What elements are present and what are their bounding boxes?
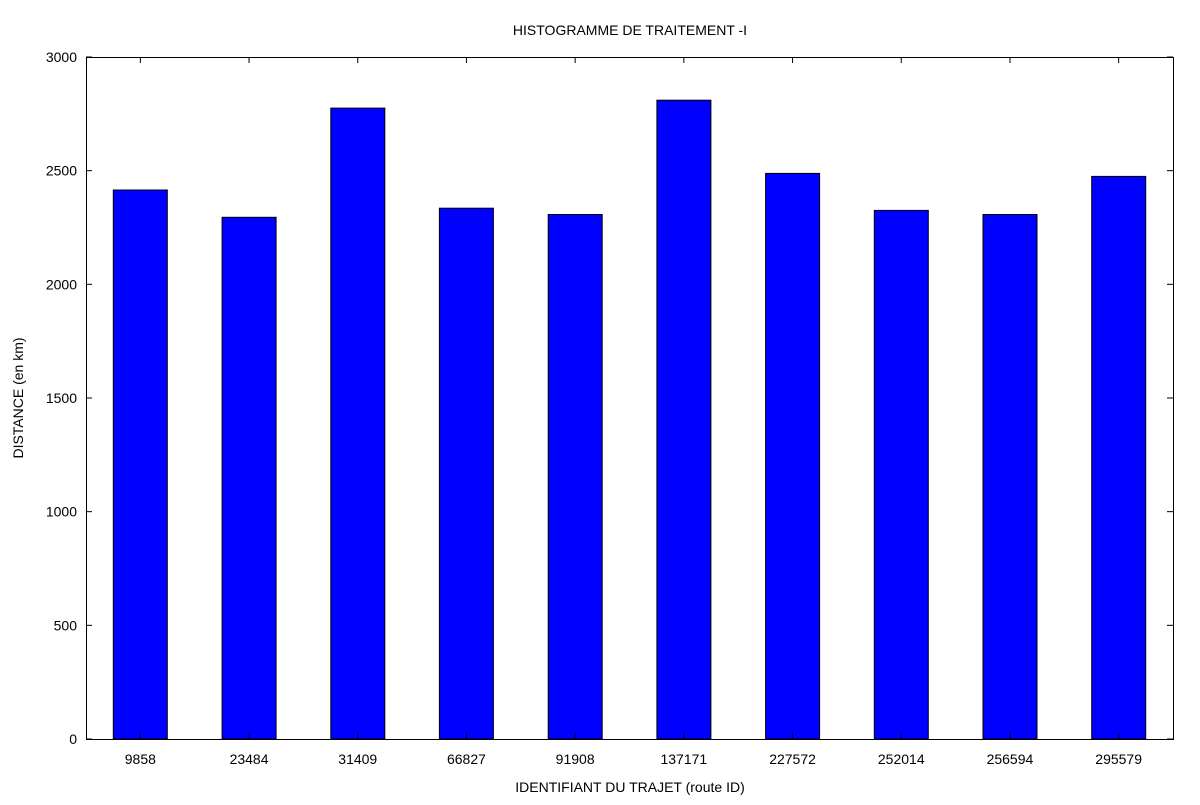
bar-227572 <box>765 172 821 740</box>
x-tick-label: 9858 <box>125 751 156 767</box>
bar-137171 <box>656 99 712 740</box>
y-tick-label: 2500 <box>46 163 77 179</box>
y-tick-label: 0 <box>69 731 77 747</box>
bar-31409 <box>330 107 386 740</box>
y-tick-label: 3000 <box>46 49 77 65</box>
y-tick-label: 1000 <box>46 504 77 520</box>
x-tick-label: 66827 <box>447 751 486 767</box>
bars-group <box>112 99 1147 740</box>
bar-252014 <box>873 209 929 740</box>
ticks-group: 9858 23484 31409 66827 91908 137171 227572 2520… <box>46 49 1173 767</box>
x-axis-label: IDENTIFIANT DU TRAJET (route ID) <box>515 779 744 795</box>
y-tick-label: 2000 <box>46 276 77 292</box>
chart-title: HISTOGRAMME DE TRAITEMENT -I <box>513 22 747 38</box>
x-tick-label: 137171 <box>660 751 707 767</box>
bar-295579 <box>1091 175 1147 740</box>
y-tick-label: 500 <box>54 617 78 633</box>
plot-frame <box>86 57 1174 740</box>
bar-91908 <box>547 214 603 740</box>
x-tick-label: 256594 <box>987 751 1034 767</box>
y-axis-label: DISTANCE (en km) <box>10 337 26 458</box>
x-tick-label: 295579 <box>1095 751 1142 767</box>
x-tick-label: 23484 <box>230 751 269 767</box>
x-tick-label: 31409 <box>338 751 377 767</box>
bar-256594 <box>982 214 1038 740</box>
bar-9858 <box>112 189 168 740</box>
x-tick-label: 227572 <box>769 751 816 767</box>
x-tick-label: 252014 <box>878 751 925 767</box>
bar-66827 <box>438 207 494 740</box>
y-tick-label: 1500 <box>46 390 77 406</box>
bar-23484 <box>221 216 277 740</box>
x-tick-label: 91908 <box>556 751 595 767</box>
